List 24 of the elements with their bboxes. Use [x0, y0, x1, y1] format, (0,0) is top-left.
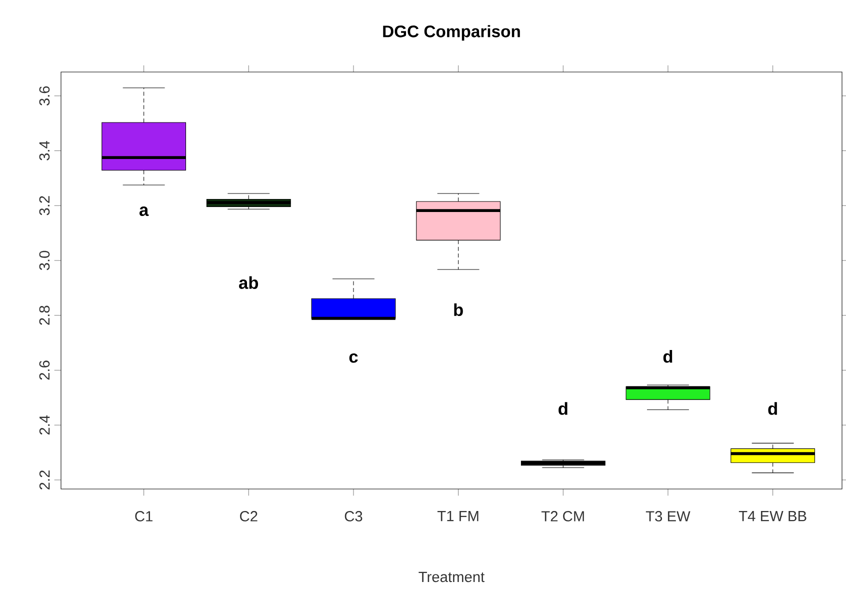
y-tick-label: 3.6: [39, 86, 50, 106]
x-tick-label: T2 CM: [541, 511, 584, 522]
annotation: d: [663, 350, 672, 363]
chart-title: DGC Comparison: [383, 25, 520, 41]
x-tick-label: C1: [135, 511, 152, 522]
x-tick-label: C2: [240, 511, 258, 522]
x-tick-label: C3: [344, 511, 362, 522]
x-axis-title: Treatment: [418, 572, 485, 582]
y-tick-label: 3.0: [39, 250, 50, 270]
x-tick-label: T4 EW BB: [738, 511, 806, 522]
x-tick-label: T1 FM: [437, 511, 478, 522]
annotation: c: [349, 353, 358, 363]
y-tick-label: 2.2: [39, 470, 50, 490]
y-tick-label: 3.2: [39, 196, 50, 216]
annotation: a: [139, 206, 149, 216]
y-tick-label: 3.4: [39, 140, 50, 160]
annotation: d: [558, 402, 568, 415]
annotation: ab: [239, 276, 258, 289]
annotation: b: [454, 303, 463, 316]
x-tick-label: T3 EW: [646, 511, 690, 522]
y-tick-label: 2.6: [39, 360, 50, 380]
annotation: d: [768, 402, 777, 415]
y-tick-label: 2.8: [39, 306, 50, 325]
y-tick-label: 2.4: [39, 415, 50, 435]
